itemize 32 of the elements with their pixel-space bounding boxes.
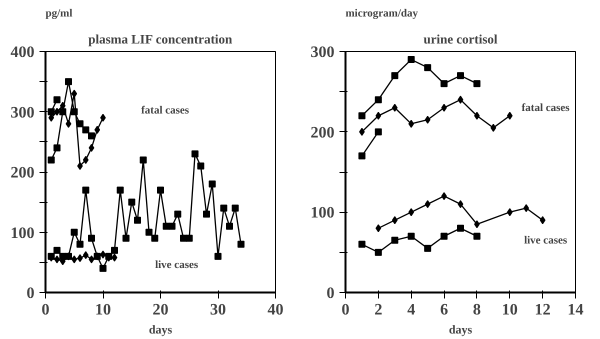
x-tick-label: 2	[374, 302, 382, 318]
annotation: live cases	[155, 258, 199, 271]
x-tick-label: 8	[472, 302, 481, 318]
x-tick-label: 6	[440, 302, 448, 318]
y-tick-label: 100	[310, 204, 334, 222]
x-tick-label: 30	[210, 302, 226, 318]
y-tick-label: 100	[10, 224, 34, 242]
y-axis-title: microgram/day	[346, 8, 419, 20]
x-tick-label: 0	[342, 302, 350, 318]
annotation: live cases	[524, 234, 568, 247]
y-tick-label: 0	[26, 285, 34, 302]
x-tick-label: 10	[502, 302, 518, 318]
y-tick-label: 300	[10, 104, 34, 122]
y-tick-label: 0	[326, 285, 334, 302]
y-tick-label: 200	[10, 164, 34, 182]
x-tick-label: 14	[568, 302, 584, 318]
chart-title: urine cortisol	[423, 32, 498, 46]
x-axis-title: days	[448, 322, 472, 336]
chart-title: plasma LIF concentration	[88, 32, 234, 46]
annotation: fatal cases	[522, 102, 570, 114]
y-tick-label: 200	[310, 124, 334, 142]
x-tick-label: 12	[534, 302, 551, 318]
y-tick-label: 300	[310, 44, 334, 61]
annotation: fatal cases	[141, 104, 190, 117]
x-axis-title: days	[148, 322, 172, 336]
x-tick-label: 40	[268, 302, 284, 318]
x-tick-label: 10	[95, 302, 111, 318]
y-axis-title: pg/ml	[46, 8, 72, 20]
x-tick-label: 0	[42, 302, 50, 318]
x-tick-label: 4	[407, 302, 416, 318]
x-tick-label: 20	[152, 302, 168, 318]
y-tick-label: 400	[10, 44, 34, 61]
